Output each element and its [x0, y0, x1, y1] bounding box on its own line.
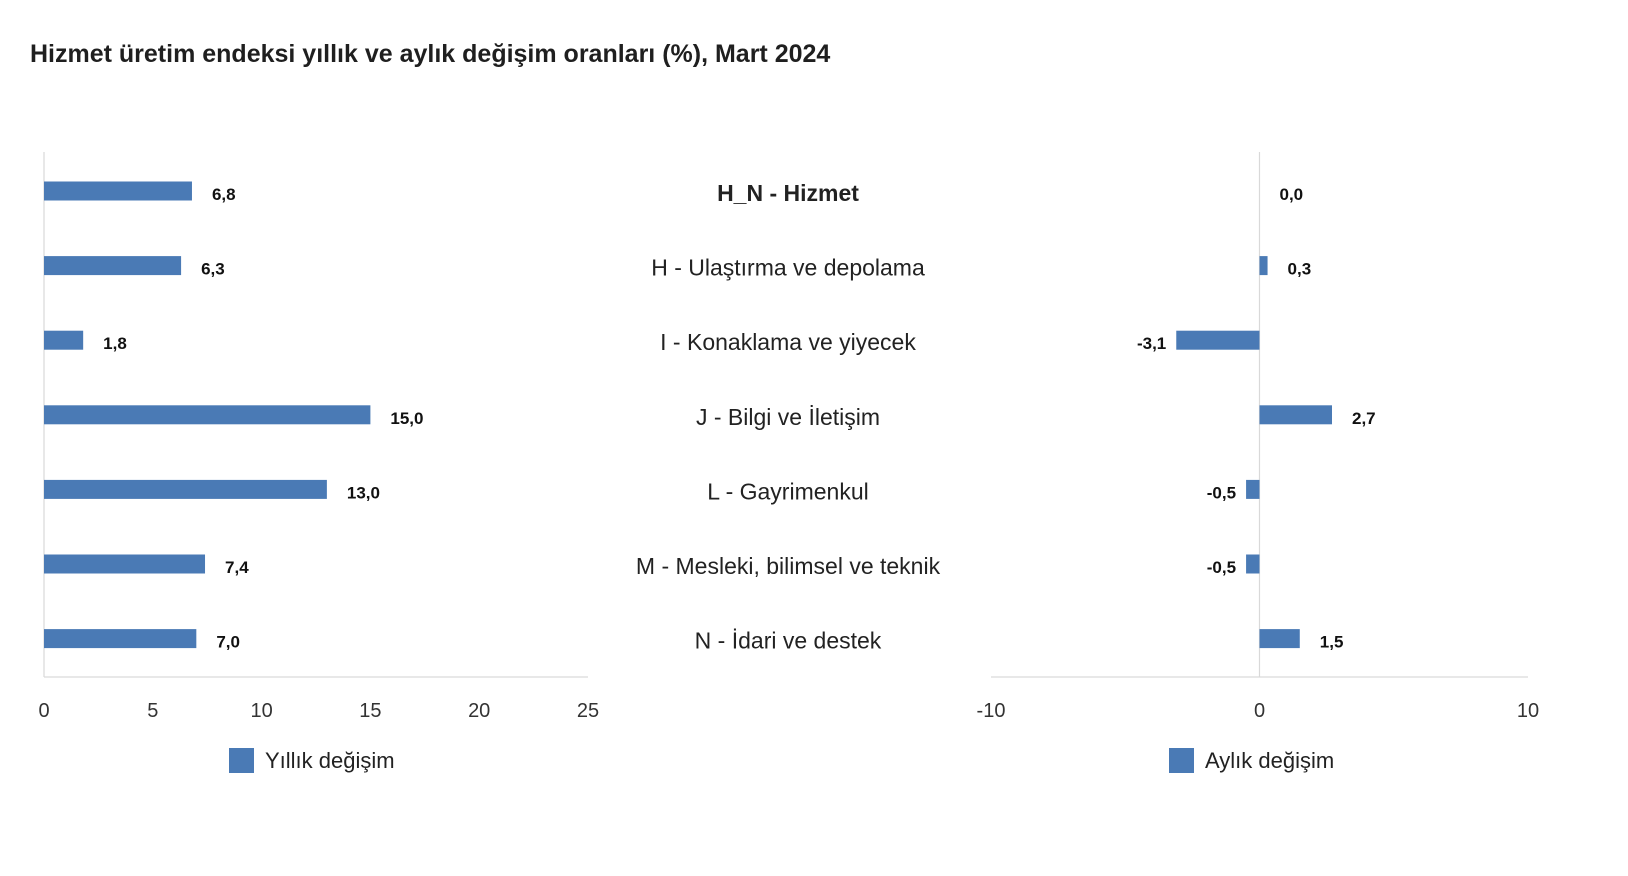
bar: [1176, 330, 1260, 350]
data-label: -0,5: [1207, 558, 1236, 577]
bar: [44, 405, 371, 425]
data-label: 0,0: [1280, 185, 1304, 204]
legend-swatch: [229, 748, 254, 773]
bar: [44, 629, 197, 649]
x-tick-label: 25: [577, 700, 599, 722]
data-label: 6,8: [212, 185, 236, 204]
legend-label: Aylık değişim: [1205, 748, 1334, 773]
data-label: 13,0: [347, 483, 380, 502]
category-label: N - İdari ve destek: [695, 628, 882, 654]
chart-title: Hizmet üretim endeksi yıllık ve aylık de…: [30, 40, 831, 68]
category-label: J - Bilgi ve İletişim: [696, 404, 880, 430]
x-tick-label: 15: [359, 700, 381, 722]
monthly-change-chart: -10 0 10 0,0 0,3 -3,1 2,7 -0,5 -0,5 1,5 Aylık deği…: [977, 152, 1539, 773]
bar: [44, 554, 206, 574]
legend-label: Yıllık değişim: [265, 748, 395, 773]
x-tick-label: 0: [38, 700, 49, 722]
category-label: H_N - Hizmet: [717, 180, 859, 206]
bar: [1259, 256, 1268, 276]
data-label: 15,0: [390, 409, 423, 428]
category-label: M - Mesleki, bilimsel ve teknik: [636, 553, 941, 579]
bar: [44, 479, 327, 499]
data-label: -3,1: [1137, 334, 1166, 353]
legend: Aylık değişim: [1169, 748, 1334, 773]
data-label: 7,4: [225, 558, 249, 577]
bar: [1259, 405, 1332, 425]
bar: [44, 256, 182, 276]
bar: [1246, 479, 1260, 499]
bar: [44, 181, 192, 201]
x-tick-label: 5: [147, 700, 158, 722]
category-label: I - Konaklama ve yiyecek: [660, 329, 916, 355]
data-label: 0,3: [1288, 260, 1312, 279]
data-label: 1,8: [103, 334, 127, 353]
data-label: -0,5: [1207, 483, 1236, 502]
x-tick-label: 20: [468, 700, 490, 722]
category-label: H - Ulaştırma ve depolama: [651, 255, 925, 281]
bar: [1259, 629, 1300, 649]
bar: [44, 330, 84, 350]
x-tick-label: 10: [1517, 700, 1539, 722]
data-label: 7,0: [216, 633, 240, 652]
legend: Yıllık değişim: [229, 748, 395, 773]
x-tick-label: -10: [977, 700, 1006, 722]
data-label: 6,3: [201, 260, 225, 279]
annual-change-chart: 0 5 10 15 20 25 6,8 6,3 1,8 15,0 13,0 7,4 7,0 Yıllık …: [38, 152, 599, 773]
data-label: 1,5: [1320, 633, 1344, 652]
data-label: 2,7: [1352, 409, 1376, 428]
legend-swatch: [1169, 748, 1194, 773]
category-label: L - Gayrimenkul: [707, 478, 868, 504]
category-labels: H_N - Hizmet H - Ulaştırma ve depolama I -…: [636, 180, 941, 654]
bar: [1246, 554, 1260, 574]
x-tick-label: 0: [1254, 700, 1265, 722]
x-tick-label: 10: [250, 700, 272, 722]
